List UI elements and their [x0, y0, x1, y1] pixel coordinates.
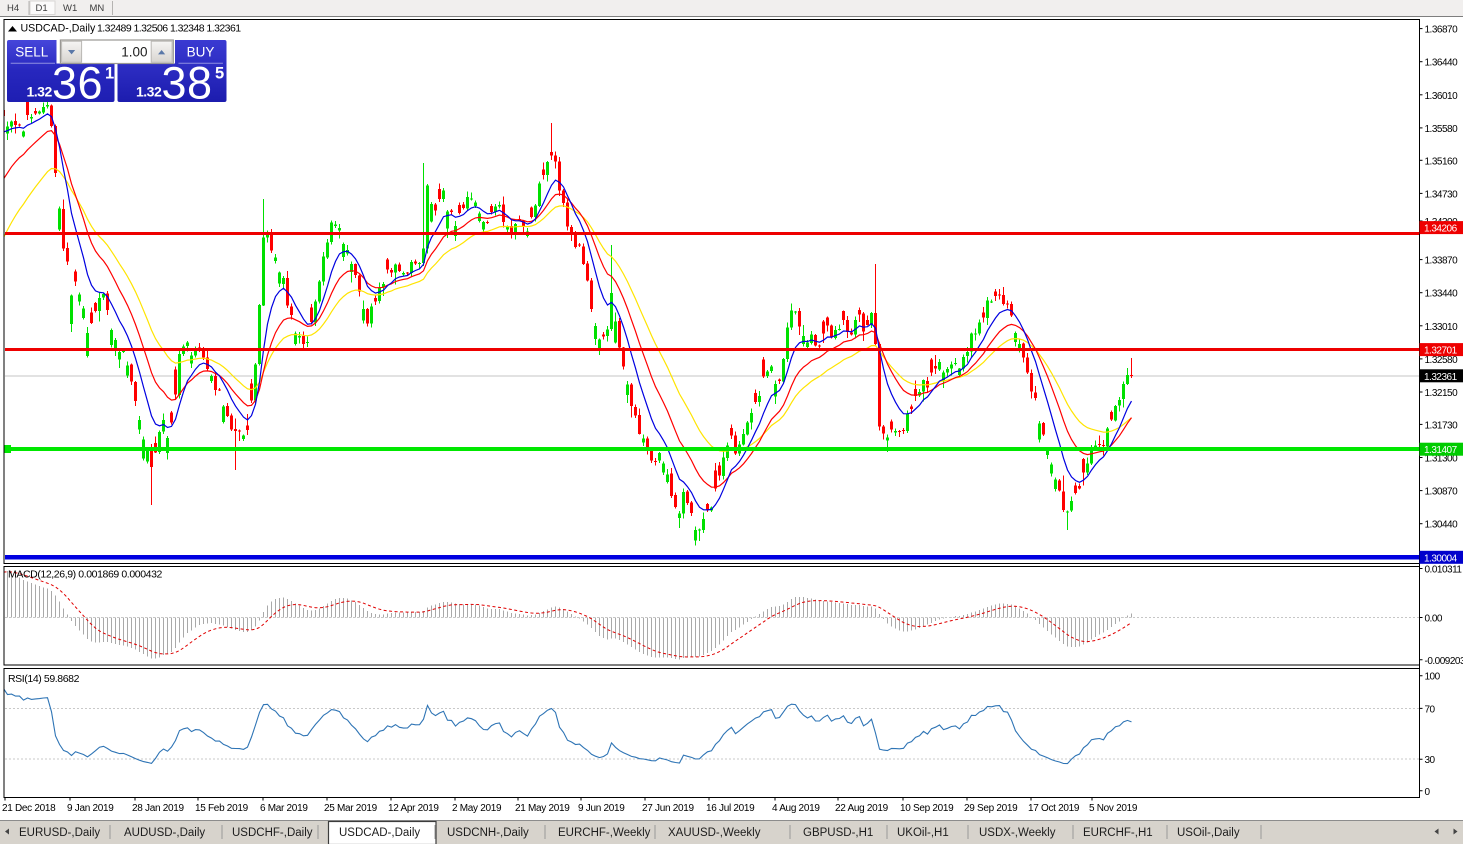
svg-text:4 Aug 2019: 4 Aug 2019 — [772, 803, 820, 814]
svg-text:W1: W1 — [63, 3, 77, 14]
svg-text:-0.009203: -0.009203 — [1425, 656, 1463, 667]
svg-text:USDX-,Weekly: USDX-,Weekly — [979, 827, 1056, 839]
svg-text:1.32150: 1.32150 — [1425, 388, 1459, 399]
svg-text:USDCAD-,Daily: USDCAD-,Daily — [339, 827, 420, 839]
svg-text:10 Sep 2019: 10 Sep 2019 — [900, 803, 954, 814]
svg-text:1.35160: 1.35160 — [1425, 156, 1459, 167]
svg-text:1.30440: 1.30440 — [1425, 520, 1459, 531]
svg-text:H4: H4 — [7, 3, 19, 14]
svg-text:0.00: 0.00 — [1425, 614, 1443, 625]
svg-text:USDCNH-,Daily: USDCNH-,Daily — [447, 827, 529, 839]
svg-text:UKOil-,H1: UKOil-,H1 — [897, 827, 949, 839]
svg-text:1.36010: 1.36010 — [1425, 91, 1459, 102]
svg-text:100: 100 — [1425, 672, 1441, 683]
svg-text:USOil-,Daily: USOil-,Daily — [1177, 827, 1240, 839]
svg-text:1.00: 1.00 — [121, 45, 147, 60]
svg-text:1.34206: 1.34206 — [1424, 224, 1458, 235]
svg-text:30: 30 — [1425, 755, 1436, 766]
svg-text:29 Sep 2019: 29 Sep 2019 — [964, 803, 1018, 814]
svg-text:9 Jan 2019: 9 Jan 2019 — [67, 803, 114, 814]
svg-text:D1: D1 — [36, 3, 48, 14]
svg-text:5 Nov 2019: 5 Nov 2019 — [1089, 803, 1138, 814]
svg-text:21 May 2019: 21 May 2019 — [515, 803, 570, 814]
svg-text:1.33440: 1.33440 — [1425, 289, 1459, 300]
svg-text:28 Jan 2019: 28 Jan 2019 — [132, 803, 184, 814]
svg-text:12 Apr 2019: 12 Apr 2019 — [388, 803, 439, 814]
svg-text:1.36440: 1.36440 — [1425, 58, 1459, 69]
svg-text:36: 36 — [52, 58, 103, 109]
svg-text:EURUSD-,Daily: EURUSD-,Daily — [19, 827, 100, 839]
svg-text:MACD(12,26,9) 0.001869 0.00043: MACD(12,26,9) 0.001869 0.000432 — [8, 569, 163, 581]
svg-text:0: 0 — [1425, 787, 1431, 798]
svg-text:6 Mar 2019: 6 Mar 2019 — [260, 803, 308, 814]
svg-text:1.31300: 1.31300 — [1425, 454, 1459, 465]
svg-text:16 Jul 2019: 16 Jul 2019 — [706, 803, 755, 814]
svg-text:USDCAD-,Daily: USDCAD-,Daily — [21, 23, 96, 35]
svg-text:17 Oct 2019: 17 Oct 2019 — [1028, 803, 1080, 814]
svg-text:1.32489 1.32506 1.32348 1.3236: 1.32489 1.32506 1.32348 1.32361 — [97, 23, 241, 35]
svg-text:1.31407: 1.31407 — [1424, 445, 1458, 456]
svg-text:1.36870: 1.36870 — [1425, 25, 1459, 36]
svg-text:1.35580: 1.35580 — [1425, 124, 1459, 135]
svg-text:1.31730: 1.31730 — [1425, 420, 1459, 431]
svg-text:22 Aug 2019: 22 Aug 2019 — [835, 803, 889, 814]
svg-text:1.32: 1.32 — [27, 84, 53, 100]
svg-text:AUDUSD-,Daily: AUDUSD-,Daily — [124, 827, 205, 839]
svg-text:GBPUSD-,H1: GBPUSD-,H1 — [803, 827, 873, 839]
svg-text:0.010311: 0.010311 — [1425, 565, 1463, 576]
svg-text:1.32701: 1.32701 — [1424, 346, 1458, 357]
svg-text:27 Jun 2019: 27 Jun 2019 — [642, 803, 694, 814]
svg-text:2 May 2019: 2 May 2019 — [452, 803, 502, 814]
svg-text:XAUUSD-,Weekly: XAUUSD-,Weekly — [668, 827, 761, 839]
svg-text:1: 1 — [105, 65, 114, 83]
svg-text:70: 70 — [1425, 704, 1436, 715]
svg-text:21 Dec 2018: 21 Dec 2018 — [2, 803, 56, 814]
svg-text:1.30870: 1.30870 — [1425, 487, 1459, 498]
svg-text:RSI(14) 59.8682: RSI(14) 59.8682 — [8, 673, 80, 685]
svg-text:5: 5 — [215, 65, 224, 83]
svg-text:1.33010: 1.33010 — [1425, 322, 1459, 333]
svg-text:1.33870: 1.33870 — [1425, 256, 1459, 267]
svg-text:EURCHF-,Weekly: EURCHF-,Weekly — [558, 827, 651, 839]
svg-text:1.32361: 1.32361 — [1424, 372, 1458, 383]
svg-text:BUY: BUY — [187, 44, 215, 59]
svg-text:1.32580: 1.32580 — [1425, 355, 1459, 366]
svg-text:9 Jun 2019: 9 Jun 2019 — [578, 803, 625, 814]
svg-text:SELL: SELL — [15, 44, 49, 59]
svg-text:EURCHF-,H1: EURCHF-,H1 — [1083, 827, 1153, 839]
svg-text:1.30004: 1.30004 — [1424, 553, 1458, 564]
svg-text:1.32: 1.32 — [136, 84, 162, 100]
svg-text:1.34730: 1.34730 — [1425, 189, 1459, 200]
svg-text:25 Mar 2019: 25 Mar 2019 — [324, 803, 378, 814]
svg-text:USDCHF-,Daily: USDCHF-,Daily — [232, 827, 313, 839]
svg-text:15 Feb 2019: 15 Feb 2019 — [195, 803, 249, 814]
svg-text:38: 38 — [162, 58, 213, 109]
svg-text:MN: MN — [90, 3, 105, 14]
